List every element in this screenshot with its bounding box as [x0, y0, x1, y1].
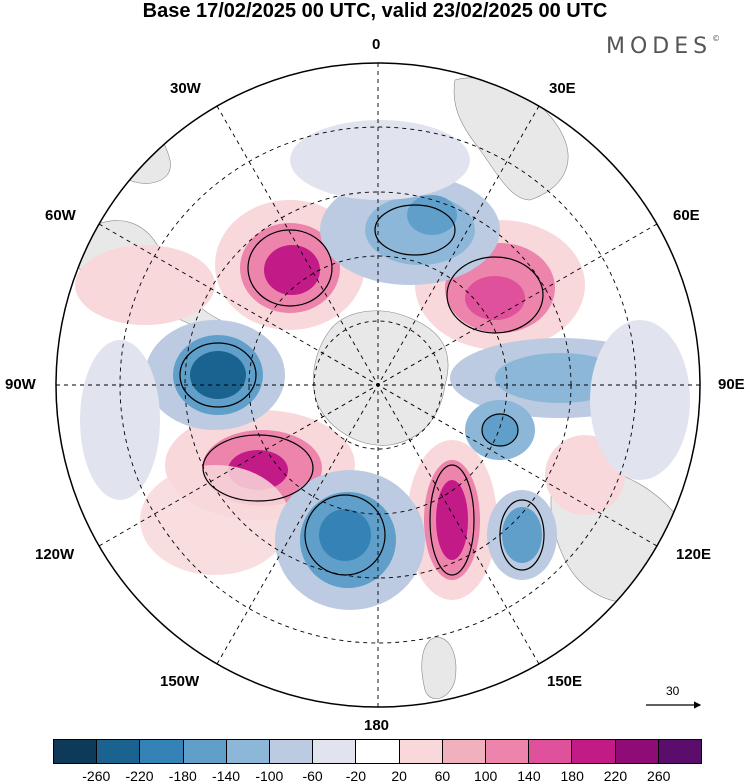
colorbar-swatch	[183, 740, 227, 763]
colorbar-tick-label: -100	[255, 768, 284, 784]
lon-label-120e: 120E	[676, 546, 712, 563]
lon-label-30w: 30W	[170, 80, 201, 97]
colorbar-tick-label: -140	[212, 768, 241, 784]
lon-label-90w: 90W	[5, 376, 36, 393]
anomaly-positive-7	[140, 465, 290, 575]
colorbar-swatch	[529, 740, 573, 763]
lon-label-150e: 150E	[547, 673, 583, 690]
colorbar-swatch	[658, 740, 702, 763]
lon-label-120w: 120W	[35, 546, 75, 563]
colorbar-tick-label: 60	[434, 768, 451, 784]
colorbar-swatch	[572, 740, 616, 763]
antarctica-landmass	[313, 310, 449, 446]
lon-label-30e: 30E	[549, 80, 576, 97]
colorbar-tick-label: 100	[473, 768, 498, 784]
lon-label-60w: 60W	[45, 207, 76, 224]
colorbar-swatch	[140, 740, 184, 763]
colorbar-swatch	[442, 740, 487, 763]
lon-label-60e: 60E	[673, 207, 700, 224]
lat-lon-grid	[56, 63, 700, 707]
new-zealand-landmass	[421, 637, 457, 699]
anomaly-negative-7	[80, 340, 160, 500]
brand-text: MODES	[606, 34, 713, 59]
circulation-streamlines	[179, 204, 545, 576]
colorbar-swatch	[97, 740, 141, 763]
map-boundary	[55, 62, 701, 708]
lon-label-90e: 90E	[718, 376, 745, 393]
anomaly-negative-8	[290, 120, 470, 200]
brand-logo: MODES©	[606, 34, 720, 59]
polar-map	[55, 62, 702, 709]
brand-mark: ©	[712, 34, 721, 43]
colorbar-tick-label: -60	[302, 768, 323, 784]
colorbar-swatch	[399, 740, 443, 763]
colorbar-tick-label: 220	[603, 768, 628, 784]
colorbar	[53, 739, 702, 764]
colorbar-ticks: -260 -220 -180 -140 -100 -60 -20 20 60 100 140 180 2…	[0, 768, 750, 784]
anomaly-positive-6	[75, 245, 215, 325]
colorbar-tick-label: 260	[647, 768, 671, 784]
colorbar-swatch	[54, 740, 98, 763]
lon-label-180: 180	[364, 717, 390, 734]
colorbar-swatch	[226, 740, 271, 763]
colorbar-tick-label: -20	[345, 768, 366, 784]
colorbar-tick-label: -220	[125, 768, 154, 784]
colorbar-swatch	[486, 740, 530, 763]
anomaly-negative-9	[590, 320, 690, 480]
lon-label-150w: 150W	[160, 673, 200, 690]
colorbar-swatch	[270, 740, 314, 763]
colorbar-tick-label: 20	[391, 768, 407, 784]
colorbar-tick-label: 140	[517, 768, 541, 784]
chart-title: Base 17/02/2025 00 UTC, valid 23/02/2025…	[142, 0, 608, 22]
colorbar-tick-label: 180	[560, 768, 584, 784]
colorbar-tick-label: -260	[82, 768, 111, 784]
colorbar-tick-label: -180	[168, 768, 197, 784]
reference-vector-label: 30	[666, 684, 680, 698]
colorbar-swatch	[615, 740, 659, 763]
colorbar-swatch	[356, 740, 400, 763]
south-america-upper-landmass	[79, 97, 171, 184]
colorbar-swatch	[313, 740, 357, 763]
lon-label-0: 0	[372, 36, 381, 53]
